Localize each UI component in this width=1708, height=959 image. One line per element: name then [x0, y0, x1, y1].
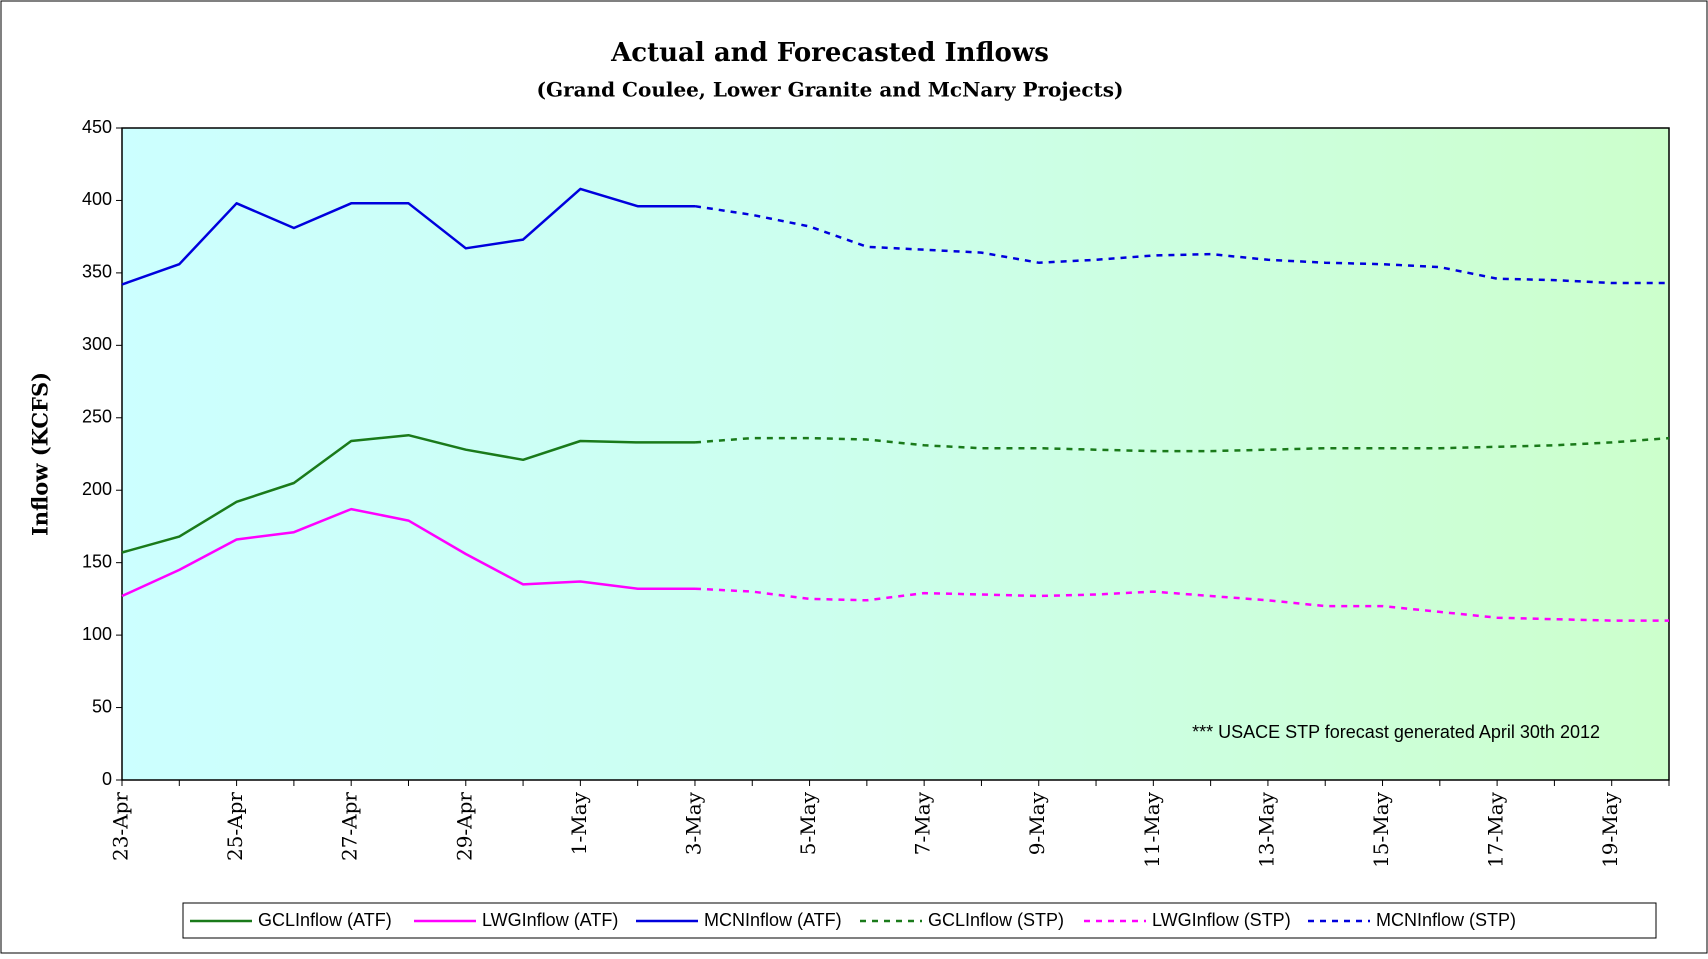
x-tick-label: 9-May — [1025, 791, 1049, 855]
y-tick-label: 150 — [82, 551, 112, 571]
x-tick-label: 29-Apr — [452, 792, 476, 861]
y-tick-label: 0 — [102, 769, 112, 789]
plot-area — [121, 127, 1670, 781]
y-tick-label: 100 — [82, 624, 112, 644]
x-tick-label: 27-Apr — [338, 792, 362, 861]
x-tick-label: 17-May — [1484, 791, 1508, 868]
series-line — [694, 204, 1669, 285]
x-tick-label: 25-Apr — [223, 792, 247, 861]
x-tick-label: 1-May — [567, 791, 591, 855]
x-tick-label: 23-Apr — [109, 792, 133, 861]
legend-label: MCNInflow (ATF) — [704, 910, 842, 930]
y-tick-label: 250 — [82, 407, 112, 427]
chart-subtitle: (Grand Coulee, Lower Granite and McNary … — [537, 78, 1124, 102]
y-tick-label: 450 — [82, 117, 112, 137]
x-tick-label: 7-May — [911, 791, 935, 855]
y-tick-label: 300 — [82, 334, 112, 354]
x-tick-label: 19-May — [1598, 791, 1622, 868]
legend-label: LWGInflow (STP) — [1152, 910, 1291, 930]
series-line — [121, 507, 695, 598]
legend-label: LWGInflow (ATF) — [482, 910, 618, 930]
legend-label: MCNInflow (STP) — [1376, 910, 1516, 930]
y-tick-label: 350 — [82, 262, 112, 282]
legend-label: GCLInflow (STP) — [928, 910, 1064, 930]
x-tick-label: 11-May — [1140, 791, 1164, 868]
x-tick-label: 15-May — [1369, 791, 1393, 868]
y-tick-label: 200 — [82, 479, 112, 499]
series-line — [121, 433, 695, 554]
legend-label: GCLInflow (ATF) — [258, 910, 392, 930]
annotation: *** USACE STP forecast generated April 3… — [1192, 722, 1600, 742]
y-axis-label: Inflow (KCFS) — [28, 372, 53, 536]
x-tick-label: 13-May — [1254, 791, 1278, 868]
series-line — [121, 187, 695, 286]
x-tick-label: 5-May — [796, 791, 820, 855]
chart-title: Actual and Forecasted Inflows — [610, 38, 1049, 68]
x-tick-label: 3-May — [681, 791, 705, 855]
y-tick-label: 400 — [82, 189, 112, 209]
y-tick-label: 50 — [92, 696, 112, 716]
